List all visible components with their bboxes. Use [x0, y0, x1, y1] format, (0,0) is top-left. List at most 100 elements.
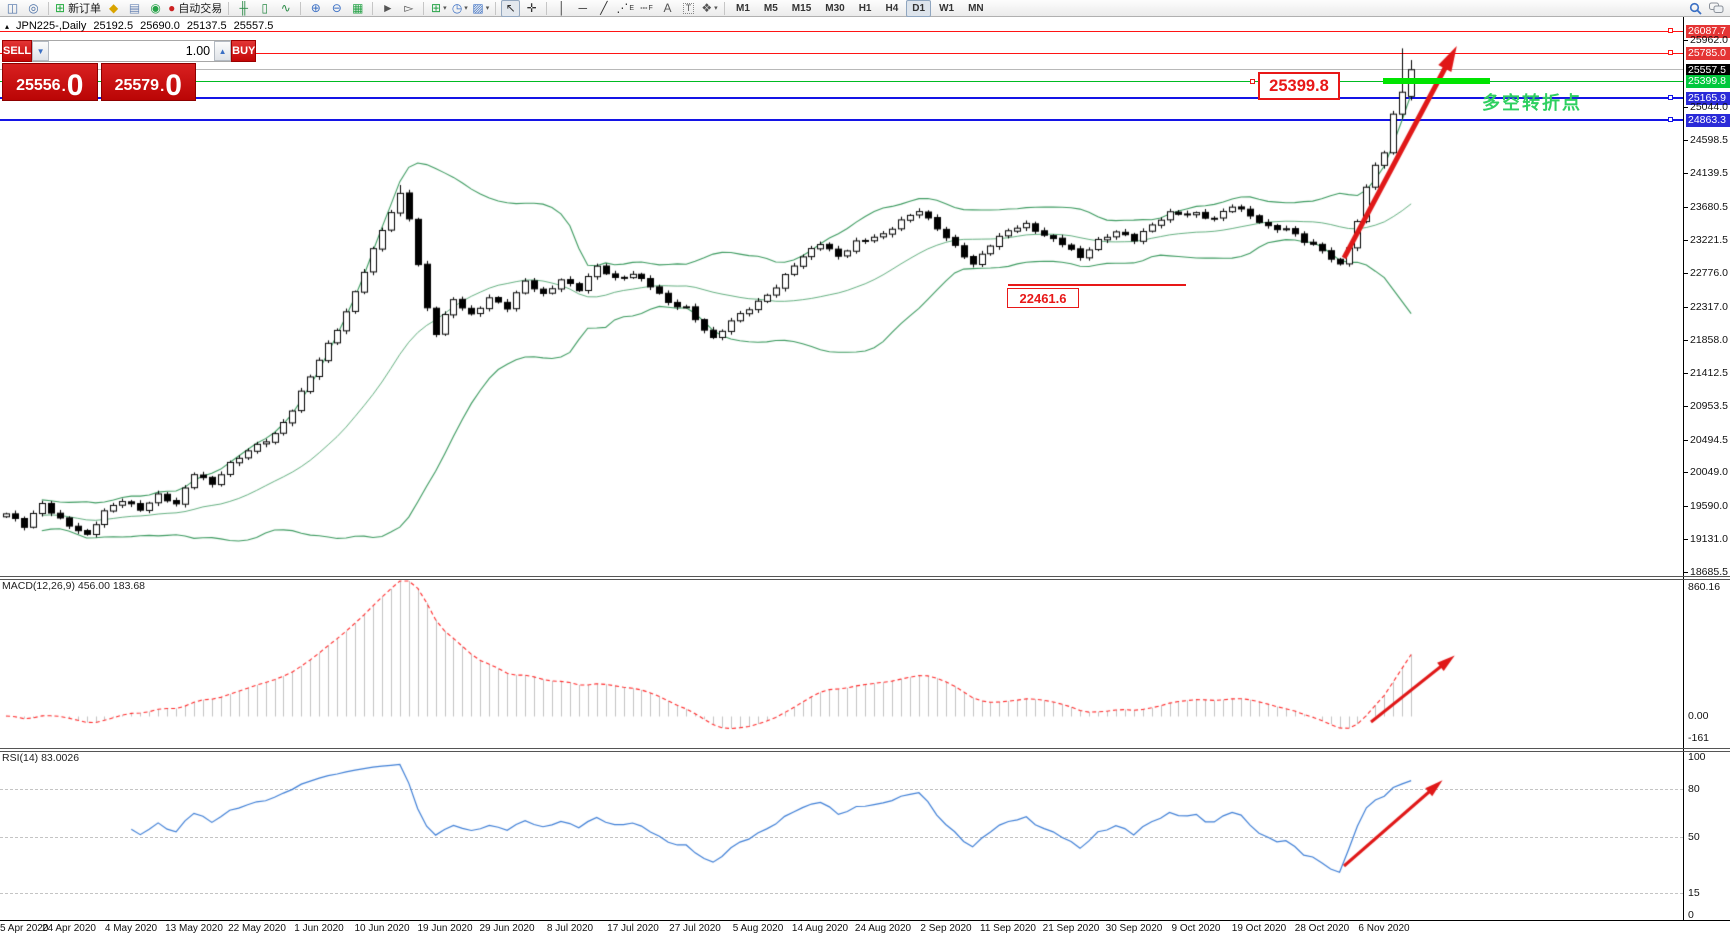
price-tick-23221.5: 23221.5 — [1684, 234, 1728, 246]
line-handle-25165.9[interactable] — [1668, 95, 1673, 100]
indicators-icon[interactable]: ⊞ ▾ — [431, 1, 447, 15]
crosshair-icon[interactable]: ✛ — [526, 1, 537, 15]
turning-point-note[interactable]: 多空转折点 — [1482, 93, 1582, 113]
sell-price: 25556 — [16, 77, 61, 94]
line-handle-26087.7[interactable] — [1668, 28, 1673, 33]
price-badge-25785.0: 25785.0 — [1686, 47, 1730, 60]
volume-increase-button[interactable]: ▲ — [214, 41, 232, 61]
price-tick-22317.0: 22317.0 — [1684, 301, 1728, 313]
price-tick-24598.5: 24598.5 — [1684, 134, 1728, 146]
zoom-in-icon[interactable]: ⊕ — [310, 1, 321, 15]
timeframe-button-m15[interactable]: M15 — [791, 2, 812, 14]
buy-price-decimal: 0 — [165, 68, 182, 102]
trendline-icon[interactable]: ╱ — [600, 1, 608, 15]
date-label: 28 Oct 2020 — [1294, 923, 1350, 934]
resistance-price-box[interactable]: 25399.8 — [1258, 72, 1340, 100]
timeframe-button-mn[interactable]: MN — [968, 2, 984, 14]
timeframe-button-m1[interactable]: M1 — [735, 2, 750, 14]
date-label: 5 Apr 2020 — [0, 923, 49, 934]
sell-price-button[interactable]: 25556. 0 — [2, 63, 98, 101]
price-badge-25165.9: 25165.9 — [1686, 92, 1730, 105]
terminal-icon[interactable]: ▤ — [128, 1, 141, 15]
chart-window-icon[interactable]: ◫ — [6, 1, 19, 15]
chart-bottom-border — [0, 920, 1730, 921]
search-icon[interactable] — [1686, 0, 1705, 17]
panel-separator-macd — [0, 748, 1730, 749]
rsi-scale-15: 15 — [1688, 887, 1700, 899]
price-tick-24139.5: 24139.5 — [1684, 167, 1728, 179]
signal-icon[interactable]: ◉ — [150, 1, 161, 15]
price-badge-25557.5: 25557.5 — [1686, 64, 1730, 77]
price-tick-21412.5: 21412.5 — [1684, 367, 1728, 379]
tile-windows-icon[interactable]: ▦ — [352, 1, 364, 15]
support-price-box[interactable]: 22461.6 — [1007, 288, 1079, 308]
date-label: 17 Jul 2020 — [607, 923, 659, 934]
zoom-window-icon[interactable]: ◎ — [28, 1, 39, 15]
red-level-segment[interactable] — [1008, 284, 1186, 286]
date-label: 21 Sep 2020 — [1042, 923, 1100, 934]
toolbar-separator — [300, 1, 302, 15]
price-box-anchor-handle[interactable] — [1250, 79, 1255, 84]
candlestick-chart-icon[interactable]: ▯ — [261, 1, 269, 15]
cursor-icon[interactable]: ↖ — [501, 0, 521, 17]
toolbar-separator — [423, 1, 425, 15]
sell-button[interactable]: SELL — [2, 40, 33, 62]
buy-button[interactable]: BUY — [231, 40, 257, 62]
window-marker-icon: ▴ — [5, 21, 10, 31]
text-label-icon[interactable]: T — [679, 0, 698, 17]
close-value: 25557.5 — [233, 20, 274, 32]
price-tick-22776.0: 22776.0 — [1684, 267, 1728, 279]
date-label: 8 Jul 2020 — [546, 923, 594, 934]
price-badge-24863.3: 24863.3 — [1686, 114, 1730, 127]
date-label: 1 Jun 2020 — [294, 923, 344, 934]
date-label: 19 Jun 2020 — [417, 923, 473, 934]
timeframe-button-m30[interactable]: M30 — [825, 2, 845, 14]
macd-label: MACD(12,26,9) 456.00 183.68 — [2, 580, 146, 592]
buy-price-button[interactable]: 25579. 0 — [100, 63, 196, 102]
periods-icon[interactable]: ◷ ▾ — [451, 1, 468, 15]
date-label: 27 Jul 2020 — [669, 923, 721, 934]
templates-icon[interactable]: ▨ ▾ — [472, 1, 490, 15]
autotrading-button[interactable]: ● 自动交易 — [168, 1, 223, 15]
green-highlight-segment[interactable] — [1383, 78, 1490, 84]
rsi-label: RSI(14) 83.0026 — [2, 752, 80, 764]
auto-scroll-icon[interactable]: ► — [381, 1, 394, 15]
macd-scale-0.00: 0.00 — [1688, 710, 1709, 722]
timeframe-button-d1[interactable]: D1 — [906, 0, 932, 17]
one-click-trading-panel: SELL ▼ ▲ BUY 25556.0 25579.0 — [2, 40, 257, 102]
line-handle-25785[interactable] — [1668, 50, 1673, 55]
grid-icon[interactable]: ┄ F — [640, 1, 653, 15]
horizontal-line-icon[interactable]: ─ — [578, 1, 588, 15]
macd-scale--161: -161 — [1688, 732, 1710, 744]
new-order-button[interactable]: ⊞ 新订单 — [55, 1, 102, 15]
timeframe-button-h1[interactable]: H1 — [858, 2, 872, 14]
highlighter-icon[interactable]: ◆ — [108, 1, 119, 15]
bar-chart-icon[interactable]: ╫ — [239, 1, 249, 15]
chat-icon[interactable] — [1707, 0, 1726, 17]
date-label: 11 Sep 2020 — [980, 923, 1036, 934]
line-chart-icon[interactable]: ∿ — [280, 1, 291, 15]
high-value: 25690.0 — [140, 20, 180, 32]
zoom-out-icon[interactable]: ⊖ — [331, 1, 342, 15]
toolbar-separator — [723, 1, 725, 15]
toolbar-separator — [228, 1, 230, 15]
timeframe-button-h4[interactable]: H4 — [885, 2, 899, 14]
open-value: 25192.5 — [93, 20, 134, 32]
line-handle-24863.3[interactable] — [1668, 117, 1673, 122]
fibonacci-icon[interactable]: ⋰ E — [616, 1, 634, 15]
shapes-icon[interactable]: ❖ ▾ — [701, 1, 718, 15]
vertical-line-icon[interactable]: │ — [558, 1, 566, 15]
panel-separator-macd2 — [0, 751, 1730, 752]
volume-input[interactable] — [49, 41, 215, 61]
rsi-scale-100: 100 — [1688, 751, 1706, 763]
volume-stepper: ▼ ▲ — [32, 40, 232, 62]
chart-shift-icon[interactable]: ▻ — [404, 1, 414, 15]
text-icon[interactable]: A — [663, 1, 672, 15]
timeframe-button-m5[interactable]: M5 — [763, 2, 778, 14]
timeframe-button-w1[interactable]: W1 — [939, 2, 955, 14]
volume-decrease-button[interactable]: ▼ — [32, 41, 50, 61]
price-tick-20953.5: 20953.5 — [1684, 400, 1728, 412]
toolbar-separator — [495, 1, 497, 15]
price-tick-19131.0: 19131.0 — [1684, 533, 1728, 545]
